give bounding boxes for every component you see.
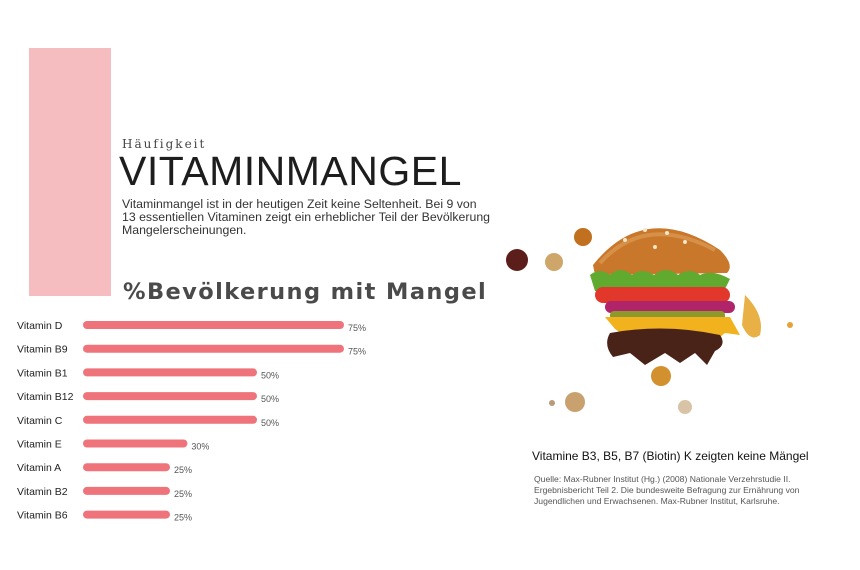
category-label: Vitamin B9: [17, 344, 68, 356]
category-label: Vitamin B6: [17, 510, 68, 522]
value-label: 50%: [261, 418, 279, 428]
value-label: 75%: [348, 323, 366, 333]
bar: [83, 344, 344, 353]
section-kicker: Häufigkeit: [122, 137, 207, 151]
category-label: Vitamin A: [17, 462, 61, 474]
category-label: Vitamin B12: [17, 391, 74, 403]
source-citation: Quelle: Max-Rubner Institut (Hg.) (2008)…: [534, 474, 800, 506]
vitamin-deficiency-bar-chart: Vitamin D 75% Vitamin B9 75% Vitamin B1 50% Vi…: [17, 320, 366, 523]
value-label: 25%: [174, 513, 192, 523]
bar: [83, 463, 170, 472]
burger-illustration: [506, 228, 793, 414]
category-label: Vitamin D: [17, 320, 63, 332]
bar: [83, 392, 257, 401]
value-label: 50%: [261, 394, 279, 404]
chart-title: %Bevölkerung mit Mangel: [123, 279, 488, 305]
value-label: 30%: [191, 442, 209, 452]
category-label: Vitamin E: [17, 439, 62, 451]
value-label: 50%: [261, 370, 279, 380]
bar: [83, 486, 170, 495]
intro-text: Vitaminmangel ist in der heutigen Zeit k…: [122, 197, 490, 237]
accent-block: [29, 48, 111, 296]
category-label: Vitamin B2: [17, 486, 68, 498]
bar: [83, 439, 188, 448]
category-label: Vitamin B1: [17, 367, 68, 379]
bar: [83, 415, 257, 424]
value-label: 75%: [348, 347, 366, 357]
page-title: VITAMINMANGEL: [119, 148, 462, 194]
value-label: 25%: [174, 489, 192, 499]
value-label: 25%: [174, 465, 192, 475]
bar: [83, 510, 170, 519]
bar: [83, 321, 344, 329]
bar: [83, 368, 257, 377]
no-deficiency-caption: Vitamine B3, B5, B7 (Biotin) K zeigten k…: [532, 449, 809, 463]
category-label: Vitamin C: [17, 415, 63, 427]
